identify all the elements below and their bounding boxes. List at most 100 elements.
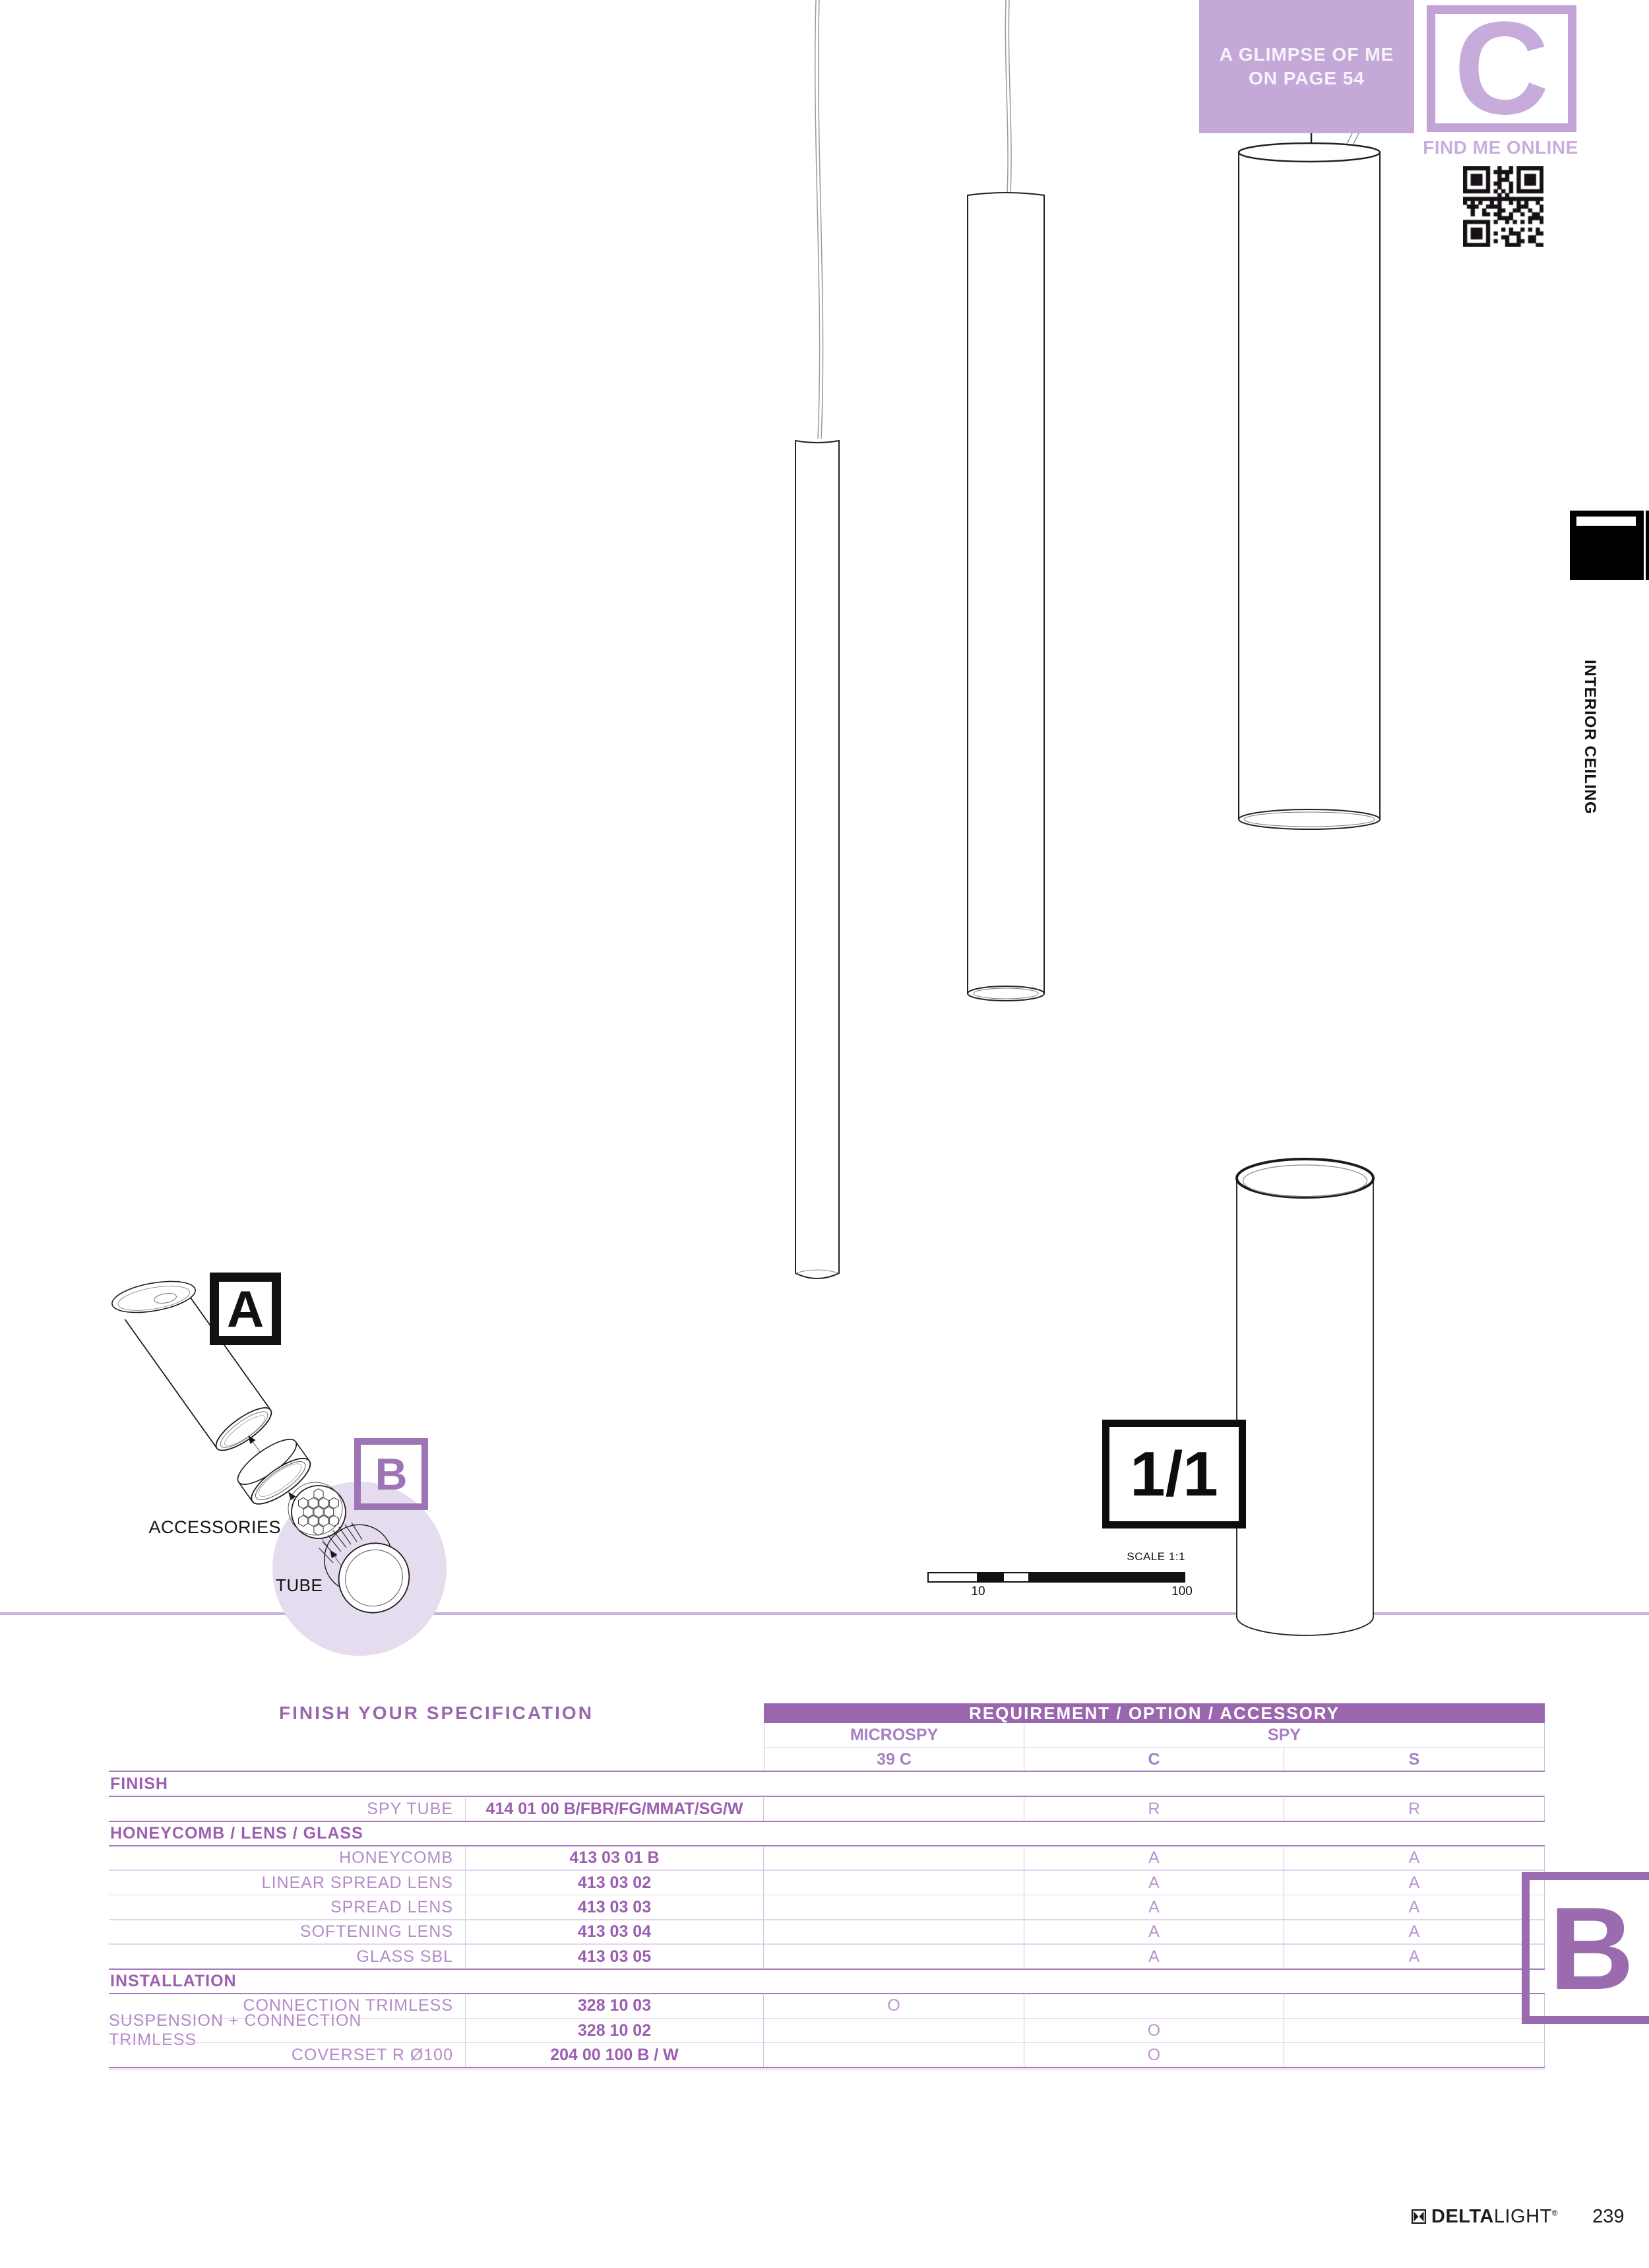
- scale-seg-1: [927, 1572, 978, 1583]
- scale-tick-100: 100: [1171, 1585, 1193, 1598]
- table-row: SPREAD LENS 413 03 03 A A: [109, 1895, 1545, 1920]
- label-a: A: [226, 1279, 264, 1338]
- hexagon-cell: [298, 1497, 309, 1509]
- horizontal-divider-line: [0, 1612, 1649, 1615]
- mark-spy-c: O: [1024, 2018, 1284, 2043]
- row-divider: [109, 1870, 1545, 1871]
- scale-tick-10: 10: [971, 1585, 985, 1598]
- mark-microspy: [764, 1920, 1024, 1945]
- row-label: GLASS SBL: [109, 1944, 466, 1969]
- section-label: FINISH: [110, 1775, 168, 1794]
- tube-label: TUBE: [276, 1575, 323, 1595]
- chapter-vertical-label: INTERIOR CEILING: [1581, 660, 1599, 815]
- mark-spy-c: O: [1024, 2042, 1284, 2068]
- table-row: SOFTENING LENS 413 03 04 A A: [109, 1920, 1545, 1945]
- mark-spy-c: [1024, 1994, 1284, 2019]
- row-code: 328 10 03: [466, 1994, 764, 2019]
- section-letter-c: C: [1454, 5, 1549, 132]
- row-divider: [109, 2042, 1545, 2044]
- qr-code: [1463, 166, 1543, 247]
- hexagon-cell: [303, 1506, 313, 1518]
- row-code: 413 03 05: [466, 1944, 764, 1969]
- row-label: CONNECTION TRIMLESS: [109, 1994, 466, 2019]
- row-divider: [109, 2067, 1545, 2069]
- row-divider: [109, 1845, 1545, 1847]
- hexagon-cell: [324, 1506, 334, 1518]
- brand-wordmark: DELTALIGHT®: [1431, 2206, 1558, 2228]
- header-divider: [109, 1771, 1545, 1772]
- table-row: SUSPENSION + CONNECTION TRIMLESS 328 10 0…: [109, 2011, 1545, 2049]
- table-row: COVERSET R Ø100 204 00 100 B / W O: [109, 2042, 1545, 2068]
- tube-end-cap: [319, 1522, 410, 1614]
- table-section-row: HONEYCOMB / LENS / GLASS: [109, 1821, 1545, 1846]
- accessories-label: ACCESSORIES: [148, 1517, 281, 1537]
- page-number: 239: [1592, 2205, 1625, 2227]
- row-code: 413 03 01 B: [466, 1846, 764, 1871]
- row-divider: [109, 1820, 1545, 1822]
- hexagon-cell: [308, 1515, 319, 1527]
- mark-spy-s: [1284, 1994, 1545, 2019]
- row-code: 328 10 02: [466, 2018, 764, 2043]
- table-row: CONNECTION TRIMLESS 328 10 03 O: [109, 1994, 1545, 2019]
- hexagon-cell: [328, 1515, 339, 1527]
- honeycomb-accessory: [288, 1482, 346, 1539]
- scale-cylinder: [1235, 1158, 1375, 1636]
- row-label: SPY TUBE: [109, 1796, 466, 1821]
- row-divider: [109, 1919, 1545, 1920]
- find-me-online-label: FIND ME ONLINE: [1423, 137, 1578, 158]
- hexagon-cell: [298, 1515, 309, 1527]
- scale-ratio-label: 1/1: [1130, 1438, 1218, 1509]
- scale-seg-4: [1030, 1572, 1185, 1583]
- table-row: GLASS SBL 413 03 05 A A: [109, 1944, 1545, 1969]
- section-letter-box-top: C: [1427, 5, 1576, 132]
- scale-seg-2: [978, 1572, 1004, 1583]
- scale-seg-3: [1004, 1572, 1030, 1583]
- row-divider: [109, 1968, 1545, 1970]
- table-section-row: INSTALLATION: [109, 1969, 1545, 1994]
- row-code: 413 03 03: [466, 1895, 764, 1920]
- mark-spy-s: R: [1284, 1796, 1545, 1821]
- table-row: SPY TUBE 414 01 00 B/FBR/FG/MMAT/SG/W R R: [109, 1796, 1545, 1821]
- registered-mark: ®: [1551, 2207, 1559, 2217]
- row-code: 414 01 00 B/FBR/FG/MMAT/SG/W: [466, 1796, 764, 1821]
- mark-spy-c: A: [1024, 1846, 1284, 1871]
- section-label: INSTALLATION: [110, 1971, 237, 1990]
- mark-spy-c: A: [1024, 1895, 1284, 1920]
- mark-spy-s: [1284, 2018, 1545, 2043]
- brand-light: LIGHT: [1493, 2205, 1552, 2227]
- row-divider: [109, 1894, 1545, 1896]
- mark-microspy: [764, 2042, 1024, 2068]
- mark-spy-c: A: [1024, 1870, 1284, 1895]
- row-divider: [109, 1943, 1545, 1945]
- mark-spy-s: A: [1284, 1920, 1545, 1945]
- mark-microspy: [764, 1846, 1024, 1871]
- row-label: COVERSET R Ø100: [109, 2042, 466, 2068]
- deltalight-logo-icon: [1412, 2209, 1426, 2224]
- row-label: LINEAR SPREAD LENS: [109, 1870, 466, 1895]
- hexagon-cell: [328, 1497, 339, 1509]
- variant-39c: 39 C: [764, 1748, 1024, 1772]
- scale-bar: [927, 1572, 1185, 1583]
- label-box-b: B: [354, 1438, 428, 1510]
- scale-caption: SCALE 1:1: [1127, 1550, 1185, 1563]
- mark-spy-c: R: [1024, 1796, 1284, 1821]
- label-box-a: A: [210, 1273, 281, 1345]
- row-divider: [109, 1796, 1545, 1798]
- hexagon-cell: [313, 1488, 324, 1500]
- mark-microspy: [764, 1944, 1024, 1969]
- row-divider: [109, 1993, 1545, 1995]
- requirement-band: REQUIREMENT / OPTION / ACCESSORY: [764, 1703, 1545, 1723]
- scale-ratio-box: 1/1: [1102, 1420, 1246, 1528]
- mark-microspy: [764, 1870, 1024, 1895]
- row-code: 413 03 02: [466, 1870, 764, 1895]
- row-label: SOFTENING LENS: [109, 1920, 466, 1945]
- table-section-row: FINISH: [109, 1772, 1545, 1796]
- hexagon-cell: [308, 1497, 319, 1509]
- variant-s: S: [1284, 1748, 1545, 1772]
- mark-spy-s: A: [1284, 1846, 1545, 1871]
- hexagon-cell: [313, 1524, 324, 1536]
- hexagon-cell: [319, 1497, 329, 1509]
- mark-spy-s: A: [1284, 1870, 1545, 1895]
- mark-microspy: O: [764, 1994, 1024, 2019]
